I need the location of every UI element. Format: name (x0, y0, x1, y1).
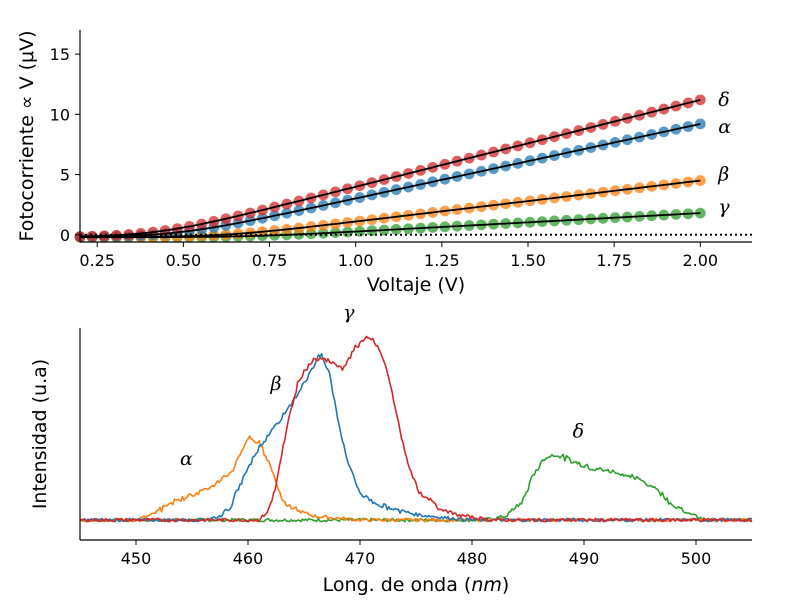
top-x-ticks: 0.25 0.50 0.75 1.00 1.25 1.50 1.75 2.00 (79, 242, 718, 270)
top-x-tick-label: 0.75 (252, 251, 288, 270)
bottom-panel: 450 460 470 480 490 500 α β γ δ Long. de onda (n… (29, 302, 753, 596)
top-series-labels: δα βγ (717, 89, 731, 218)
top-x-tick-label: 1.25 (424, 251, 460, 270)
bottom-x-tick-label: 450 (121, 549, 152, 568)
data-point (694, 118, 706, 130)
spectrum-line-δ (79, 453, 753, 523)
bottom-x-tick-label: 490 (569, 549, 600, 568)
spectrum-series-label: α (180, 448, 193, 470)
bottom-x-tick-label: 500 (681, 549, 712, 568)
spectra-lines (79, 335, 753, 523)
fit-line-γ (80, 212, 701, 239)
top-series-label: γ (718, 196, 730, 218)
spectra-series-labels: α β γ δ (180, 302, 584, 470)
top-y-tick-label: 0 (60, 226, 70, 245)
top-y-tick-label: 10 (50, 105, 70, 124)
top-x-tick-label: 0.50 (166, 251, 202, 270)
top-series-label: α (718, 116, 731, 138)
top-x-tick-label: 1.75 (596, 251, 632, 270)
data-point (694, 94, 706, 106)
fit-line-δ (79, 99, 701, 238)
top-x-tick-label: 1.00 (338, 251, 374, 270)
bottom-x-tick-label: 460 (233, 549, 264, 568)
top-series-label: β (717, 164, 729, 186)
top-y-tick-label: 15 (50, 45, 70, 64)
data-point (694, 207, 706, 219)
top-x-tick-label: 1.50 (510, 251, 546, 270)
top-y-ticks: 0 5 10 15 (50, 45, 80, 245)
spectrum-series-label: γ (343, 302, 355, 324)
bottom-x-axis-label: Long. de onda (nm) (323, 574, 510, 596)
spectrum-series-label: β (270, 373, 282, 395)
series-points-α (74, 118, 706, 243)
bottom-x-axis-label-close: ) (502, 574, 509, 596)
top-data-points (74, 94, 706, 243)
top-x-axis-label: Voltaje (V) (367, 274, 465, 296)
spectrum-line-β (79, 352, 753, 523)
bottom-x-ticks: 450 460 470 480 490 500 (121, 540, 712, 568)
fit-line-α (79, 123, 701, 238)
bottom-x-axis-label-unit: nm (471, 574, 502, 596)
bottom-y-axis-label: Intensidad (u.a) (29, 359, 51, 509)
data-point (694, 175, 706, 186)
top-panel: 0.25 0.50 0.75 1.00 1.25 1.50 1.75 2.00 051015 … (16, 30, 752, 296)
top-series-label: δ (718, 89, 729, 111)
top-x-tick-label: 0.25 (79, 251, 115, 270)
bottom-x-axis-label-text: Long. de onda ( (323, 574, 472, 596)
spectrum-line-γ (79, 335, 753, 523)
bottom-x-tick-label: 480 (457, 549, 488, 568)
bottom-x-tick-label: 470 (345, 549, 376, 568)
top-y-tick-label: 5 (60, 166, 70, 185)
top-fit-lines (79, 99, 701, 239)
spectrum-series-label: δ (573, 421, 584, 443)
top-y-axis-label: Fotocorriente ∝ V (μV) (16, 30, 38, 241)
top-x-tick-label: 2.00 (682, 251, 718, 270)
